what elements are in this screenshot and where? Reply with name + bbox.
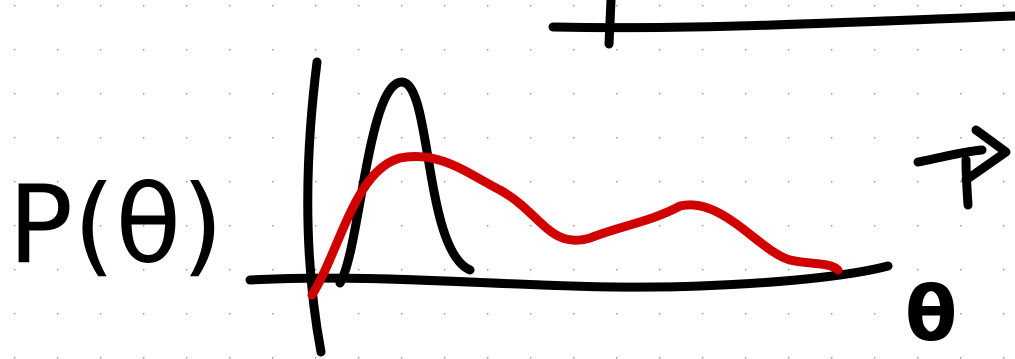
sketch-canvas: P(θ) θ [0,0,1015,359]
top-tick [609,0,611,44]
page: P(θ) θ (() => { const data = JSON.parse(… [0,0,1015,359]
y-axis-label: P(θ) [8,163,223,288]
x-axis-label: θ [905,269,957,358]
